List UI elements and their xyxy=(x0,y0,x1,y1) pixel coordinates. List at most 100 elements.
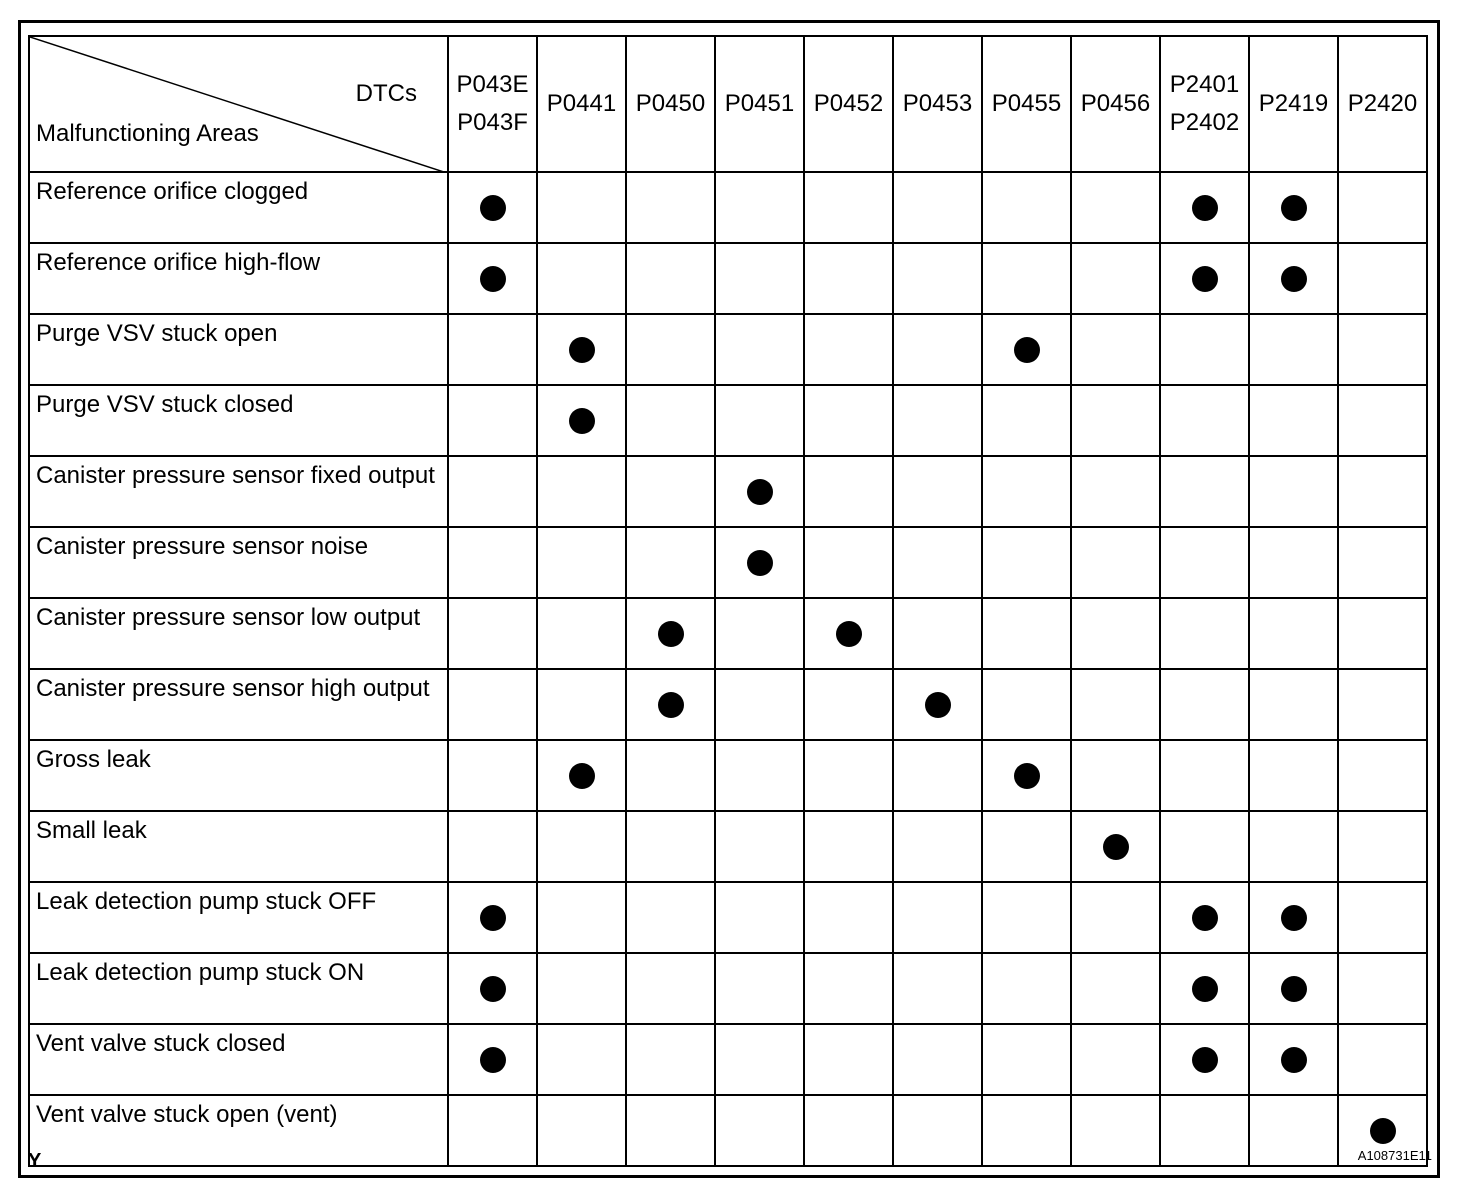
matrix-cell xyxy=(981,1023,1072,1096)
dtc-header: P0451 xyxy=(714,35,805,173)
matrix-cell xyxy=(625,952,716,1025)
matrix-cell xyxy=(892,952,983,1025)
matrix-cell xyxy=(536,1094,627,1167)
matrix-cell xyxy=(803,597,894,670)
table-row: Vent valve stuck open (vent) xyxy=(28,1094,1428,1167)
matrix-cell xyxy=(1337,739,1428,812)
matrix-cell xyxy=(1159,384,1250,457)
matrix-cell xyxy=(625,526,716,599)
table-row: Canister pressure sensor low output xyxy=(28,597,1428,670)
matrix-cell xyxy=(625,881,716,954)
matrix-cell xyxy=(1070,810,1161,883)
matrix-cell xyxy=(714,668,805,741)
table-row: Purge VSV stuck open xyxy=(28,313,1428,386)
matrix-cell xyxy=(714,455,805,528)
matrix-cell xyxy=(625,384,716,457)
table-row: Canister pressure sensor high output xyxy=(28,668,1428,741)
matrix-cell xyxy=(1337,242,1428,315)
malfunction-area: Leak detection pump stuck ON xyxy=(28,952,449,1025)
applicable-dot-icon xyxy=(1280,975,1307,1002)
malfunction-area: Canister pressure sensor high output xyxy=(28,668,449,741)
matrix-cell xyxy=(892,1023,983,1096)
table-row: Vent valve stuck closed xyxy=(28,1023,1428,1096)
applicable-dot-icon xyxy=(479,975,506,1002)
dtc-header: P2401 P2402 xyxy=(1159,35,1250,173)
applicable-dot-icon xyxy=(1280,194,1307,221)
table-row: Reference orifice high-flow xyxy=(28,242,1428,315)
applicable-dot-icon xyxy=(1013,336,1040,363)
matrix-cell xyxy=(625,313,716,386)
malfunction-area: Canister pressure sensor noise xyxy=(28,526,449,599)
matrix-cell xyxy=(1070,384,1161,457)
matrix-cell xyxy=(1070,313,1161,386)
applicable-dot-icon xyxy=(568,407,595,434)
matrix-cell xyxy=(625,810,716,883)
matrix-cell xyxy=(447,1094,538,1167)
matrix-cell xyxy=(1070,526,1161,599)
matrix-cell xyxy=(714,739,805,812)
table-row: Canister pressure sensor fixed output xyxy=(28,455,1428,528)
dtc-header: P2419 xyxy=(1248,35,1339,173)
malfunction-area: Canister pressure sensor low output xyxy=(28,597,449,670)
matrix-cell xyxy=(803,1094,894,1167)
matrix-cell xyxy=(1248,952,1339,1025)
matrix-cell xyxy=(1337,384,1428,457)
applicable-dot-icon xyxy=(746,549,773,576)
dtc-header: P0456 xyxy=(1070,35,1161,173)
matrix-cell xyxy=(1337,171,1428,244)
matrix-cell xyxy=(803,810,894,883)
matrix-cell xyxy=(1070,171,1161,244)
dtc-header: P0450 xyxy=(625,35,716,173)
applicable-dot-icon xyxy=(1280,265,1307,292)
matrix-cell xyxy=(536,1023,627,1096)
matrix-cell xyxy=(714,313,805,386)
matrix-cell xyxy=(447,668,538,741)
dtc-header: P2420 xyxy=(1337,35,1428,173)
matrix-cell xyxy=(536,881,627,954)
matrix-cell xyxy=(981,455,1072,528)
matrix-cell xyxy=(803,952,894,1025)
malfunction-area: Small leak xyxy=(28,810,449,883)
matrix-cell xyxy=(625,1023,716,1096)
matrix-cell xyxy=(714,171,805,244)
matrix-cell xyxy=(981,881,1072,954)
matrix-cell xyxy=(803,739,894,812)
matrix-cell xyxy=(892,313,983,386)
matrix-cell xyxy=(1248,384,1339,457)
matrix-cell xyxy=(447,313,538,386)
matrix-cell xyxy=(1159,455,1250,528)
malfunction-area: Purge VSV stuck open xyxy=(28,313,449,386)
malfunctioning-areas-label: Malfunctioning Areas xyxy=(36,120,259,147)
matrix-cell xyxy=(981,313,1072,386)
matrix-cell xyxy=(981,384,1072,457)
matrix-cell xyxy=(447,597,538,670)
diagonal-divider xyxy=(30,37,447,173)
matrix-cell xyxy=(981,526,1072,599)
matrix-cell xyxy=(892,171,983,244)
header-row: DTCs Malfunctioning Areas P043E P043F P04… xyxy=(28,35,1428,173)
matrix-cell xyxy=(536,171,627,244)
applicable-dot-icon xyxy=(1191,194,1218,221)
matrix-cell xyxy=(803,1023,894,1096)
matrix-cell xyxy=(1248,739,1339,812)
applicable-dot-icon xyxy=(1280,1046,1307,1073)
matrix-cell xyxy=(803,242,894,315)
matrix-cell xyxy=(803,455,894,528)
table-row: Gross leak xyxy=(28,739,1428,812)
matrix-cell xyxy=(1159,1094,1250,1167)
matrix-cell xyxy=(714,384,805,457)
matrix-cell xyxy=(447,171,538,244)
matrix-cell xyxy=(1337,952,1428,1025)
applicable-dot-icon xyxy=(1102,833,1129,860)
malfunction-area: Leak detection pump stuck OFF xyxy=(28,881,449,954)
dtc-matrix-table: DTCs Malfunctioning Areas P043E P043F P04… xyxy=(28,35,1428,1167)
matrix-cell xyxy=(1159,810,1250,883)
matrix-cell xyxy=(1159,526,1250,599)
dtcs-label: DTCs xyxy=(355,80,417,107)
table-row: Leak detection pump stuck OFF xyxy=(28,881,1428,954)
applicable-dot-icon xyxy=(479,904,506,931)
matrix-cell xyxy=(803,668,894,741)
matrix-cell xyxy=(447,526,538,599)
matrix-cell xyxy=(714,242,805,315)
applicable-dot-icon xyxy=(1369,1117,1396,1144)
